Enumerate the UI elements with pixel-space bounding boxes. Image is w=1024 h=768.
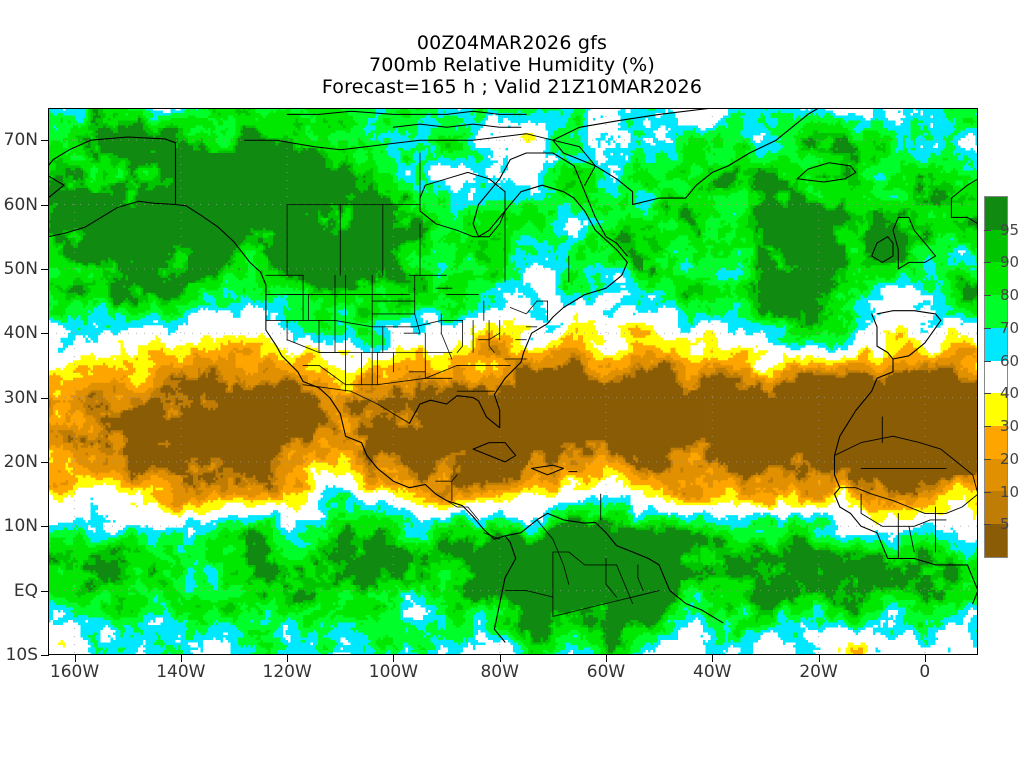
- colorbar-segment: [985, 458, 1007, 492]
- x-axis-label: 80W: [480, 662, 519, 682]
- colorbar-label: 60: [1000, 351, 1020, 370]
- colorbar-tick: [984, 327, 991, 329]
- y-axis-label: 10S: [5, 645, 38, 665]
- y-axis-label: 30N: [3, 387, 38, 408]
- x-axis-label: 20W: [799, 662, 838, 682]
- colorbar-label: 20: [1000, 449, 1020, 468]
- chart-title-block: 00Z04MAR2026 gfs 700mb Relative Humidity…: [0, 32, 1024, 98]
- y-axis-label: EQ: [13, 580, 38, 601]
- humidity-shading: [48, 108, 978, 655]
- y-axis-label: 20N: [3, 451, 38, 472]
- y-tick: [41, 590, 49, 592]
- colorbar-label: 40: [1000, 384, 1020, 403]
- x-tick: [924, 655, 926, 662]
- colorbar-label: 70: [1000, 318, 1020, 337]
- y-tick: [41, 204, 49, 206]
- y-tick: [41, 526, 49, 528]
- y-tick: [41, 655, 49, 656]
- colorbar-label: 95: [1000, 220, 1020, 239]
- y-tick: [41, 140, 49, 142]
- x-tick: [287, 655, 289, 662]
- y-tick: [41, 268, 49, 270]
- y-axis-label: 60N: [3, 194, 38, 215]
- colorbar-segment: [985, 524, 1007, 557]
- colorbar-segment: [985, 229, 1007, 263]
- colorbar-tick: [984, 360, 991, 362]
- colorbar-segment: [985, 491, 1007, 525]
- colorbar-segment: [985, 327, 1007, 361]
- colorbar-segment: [985, 295, 1007, 328]
- colorbar-label: 80: [1000, 286, 1020, 305]
- x-tick: [74, 655, 76, 662]
- y-axis-label: 10N: [3, 516, 38, 537]
- x-axis-label: 140W: [156, 662, 206, 682]
- colorbar-segment: [985, 197, 1007, 230]
- x-tick: [180, 655, 182, 662]
- x-tick: [499, 655, 501, 662]
- colorbar-label: 5: [1000, 515, 1010, 534]
- map-plot-area[interactable]: [48, 108, 978, 655]
- x-axis-label: 100W: [368, 662, 419, 682]
- x-axis-label: 120W: [262, 662, 312, 682]
- colorbar-segment: [985, 360, 1007, 394]
- y-axis-label: 50N: [3, 258, 38, 279]
- x-tick: [818, 655, 820, 662]
- x-axis-label: 160W: [49, 662, 100, 682]
- y-axis-label: 40N: [3, 323, 38, 344]
- coastlines-and-borders: [48, 108, 978, 643]
- humidity-field-map: [48, 108, 978, 655]
- y-axis-label: 70N: [3, 130, 38, 151]
- colorbar-tick: [984, 426, 991, 428]
- y-tick: [41, 333, 49, 335]
- x-tick: [393, 655, 395, 662]
- title-line-model: 00Z04MAR2026 gfs: [416, 32, 608, 54]
- colorbar-label: 10: [1000, 482, 1020, 501]
- x-axis-label: 0: [919, 662, 931, 682]
- y-tick: [41, 397, 49, 399]
- x-tick: [606, 655, 607, 662]
- colorbar-segment: [985, 426, 1007, 459]
- colorbar-tick: [984, 262, 991, 264]
- colorbar-tick: [984, 491, 991, 493]
- x-tick: [712, 655, 714, 662]
- colorbar-segment: [985, 262, 1007, 296]
- colorbar-tick: [984, 229, 991, 231]
- y-tick: [41, 461, 49, 463]
- title-line-forecast: Forecast=165 h ; Valid 21Z10MAR2026: [321, 76, 703, 98]
- colorbar-tick: [984, 458, 991, 460]
- colorbar-tick: [984, 295, 991, 297]
- colorbar[interactable]: [984, 196, 1008, 558]
- colorbar-label: 90: [1000, 253, 1020, 272]
- x-axis-label: 60W: [586, 662, 626, 682]
- colorbar-tick: [984, 524, 991, 526]
- x-axis-label: 40W: [693, 662, 732, 682]
- colorbar-tick: [984, 393, 991, 395]
- colorbar-segment: [985, 393, 1007, 427]
- title-line-variable: 700mb Relative Humidity (%): [368, 54, 655, 76]
- colorbar-label: 30: [1000, 417, 1020, 436]
